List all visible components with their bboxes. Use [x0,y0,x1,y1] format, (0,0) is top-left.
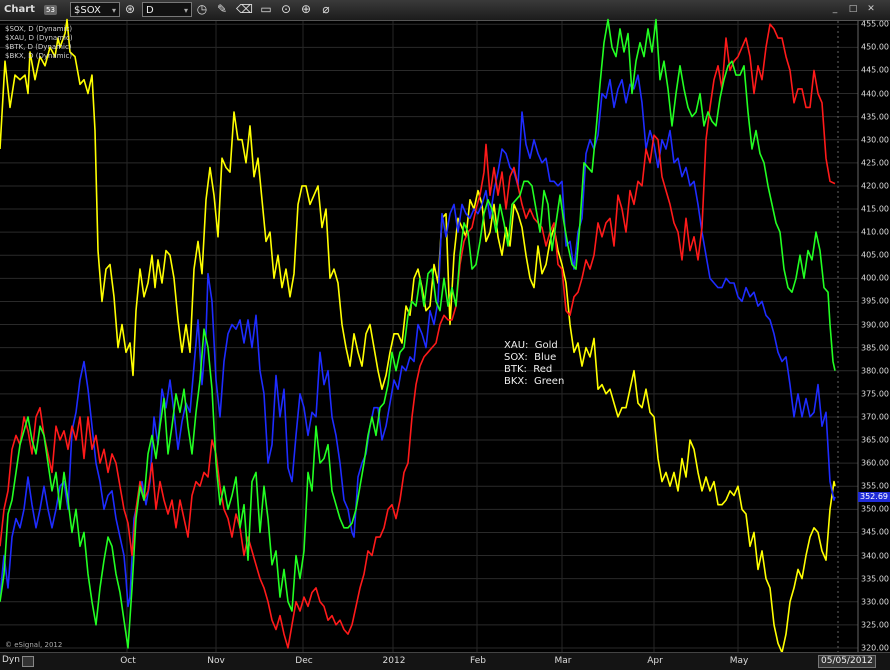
pencil-icon[interactable]: ✎ [216,2,228,16]
dynamic-label[interactable]: Dyn [2,655,20,665]
chevron-down-icon: ▾ [111,6,116,15]
note-btk: BTK: Red [504,364,553,375]
window-link-badge[interactable]: 53 [44,5,57,15]
x-tick-label: Feb [470,656,486,666]
minimize-icon[interactable]: _ [832,4,838,14]
x-tick-label: 2012 [382,656,406,666]
chart-window-title: Chart [4,4,35,15]
legend-item-btk[interactable]: $BTK, D (Dynamic) [5,43,72,51]
chevron-down-icon: ▾ [183,6,188,15]
scroll-handle[interactable] [22,656,34,667]
x-tick-label: Mar [554,656,572,666]
series-line-bkx[interactable] [0,18,836,649]
x-tick-label: May [729,656,749,666]
note-xau: XAU: Gold [504,340,558,351]
cursor-icon[interactable]: ⊕ [300,2,312,16]
time-template-icon[interactable]: ◷ [196,2,208,16]
symbol-value: $SOX [74,5,101,16]
symbol-input[interactable]: $SOX ▾ [70,2,120,17]
time-axis-bar: Dyn 05/05/2012 [0,652,890,670]
plot-background [0,21,858,652]
study-legend: $SOX, D (Dynamic) $XAU, D (Dynamic) $BTK… [5,25,73,61]
symbol-settings-icon[interactable]: ⊛ [124,2,136,16]
chart-toolbar: Chart 53 $SOX ▾ ⊛ D ▾ ◷ ✎ ⌫ ▭ ⊙ ⊕ ⌀ _ □ … [0,0,890,21]
note-sox: SOX: Blue [504,352,557,363]
x-tick-label: Nov [207,656,225,666]
close-icon[interactable]: ✕ [867,4,875,14]
play-icon[interactable]: ⊙ [280,2,292,16]
note-bkx: BKX: Green [504,376,565,387]
series-line-xau[interactable] [0,18,836,654]
interval-input[interactable]: D ▾ [142,2,192,17]
draw-tool-icon[interactable]: ⌀ [322,2,330,16]
legend-item-bkx[interactable]: $BKX, D (Dynamic) [5,52,73,60]
x-tick-label: Dec [295,656,313,666]
template-icon[interactable]: ▭ [260,2,272,16]
eraser-icon[interactable]: ⌫ [236,2,253,16]
copyright-text: © eSignal, 2012 [5,641,63,649]
x-tick-label: Apr [647,656,663,666]
current-date-box: 05/05/2012 [818,655,876,668]
legend-item-xau[interactable]: $XAU, D (Dynamic) [5,34,73,42]
interval-value: D [146,5,154,16]
color-key-annotation: XAU: Gold SOX: Blue BTK: Red BKX: Green [504,340,564,388]
legend-item-sox[interactable]: $SOX, D (Dynamic) [5,25,73,33]
maximize-icon[interactable]: □ [848,4,858,14]
last-price-tag: 352.69 [858,492,890,502]
x-tick-label: Oct [120,656,136,666]
